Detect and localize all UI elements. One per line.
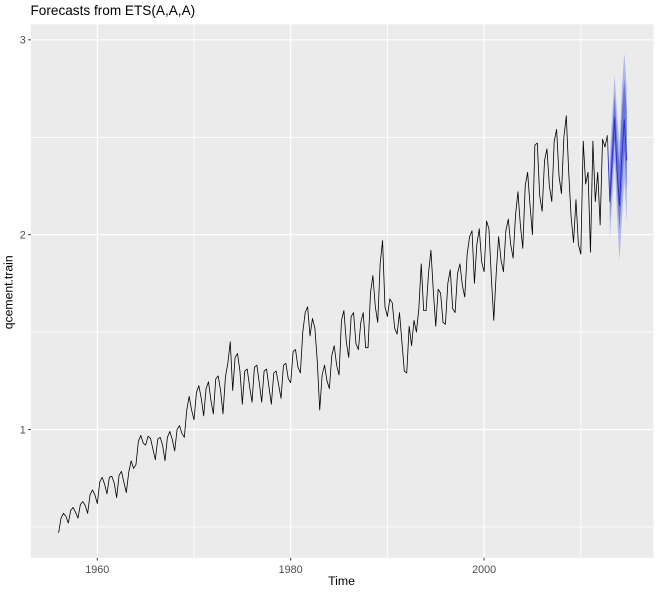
svg-text:Forecasts from ETS(A,A,A): Forecasts from ETS(A,A,A)	[31, 3, 196, 18]
svg-text:Time: Time	[328, 574, 355, 588]
svg-text:2: 2	[20, 230, 26, 242]
svg-text:1: 1	[20, 424, 26, 436]
svg-text:qcement.train: qcement.train	[1, 255, 15, 329]
svg-text:3: 3	[20, 35, 26, 47]
svg-text:1980: 1980	[279, 564, 303, 576]
svg-text:1960: 1960	[85, 564, 109, 576]
svg-text:2000: 2000	[472, 564, 496, 576]
